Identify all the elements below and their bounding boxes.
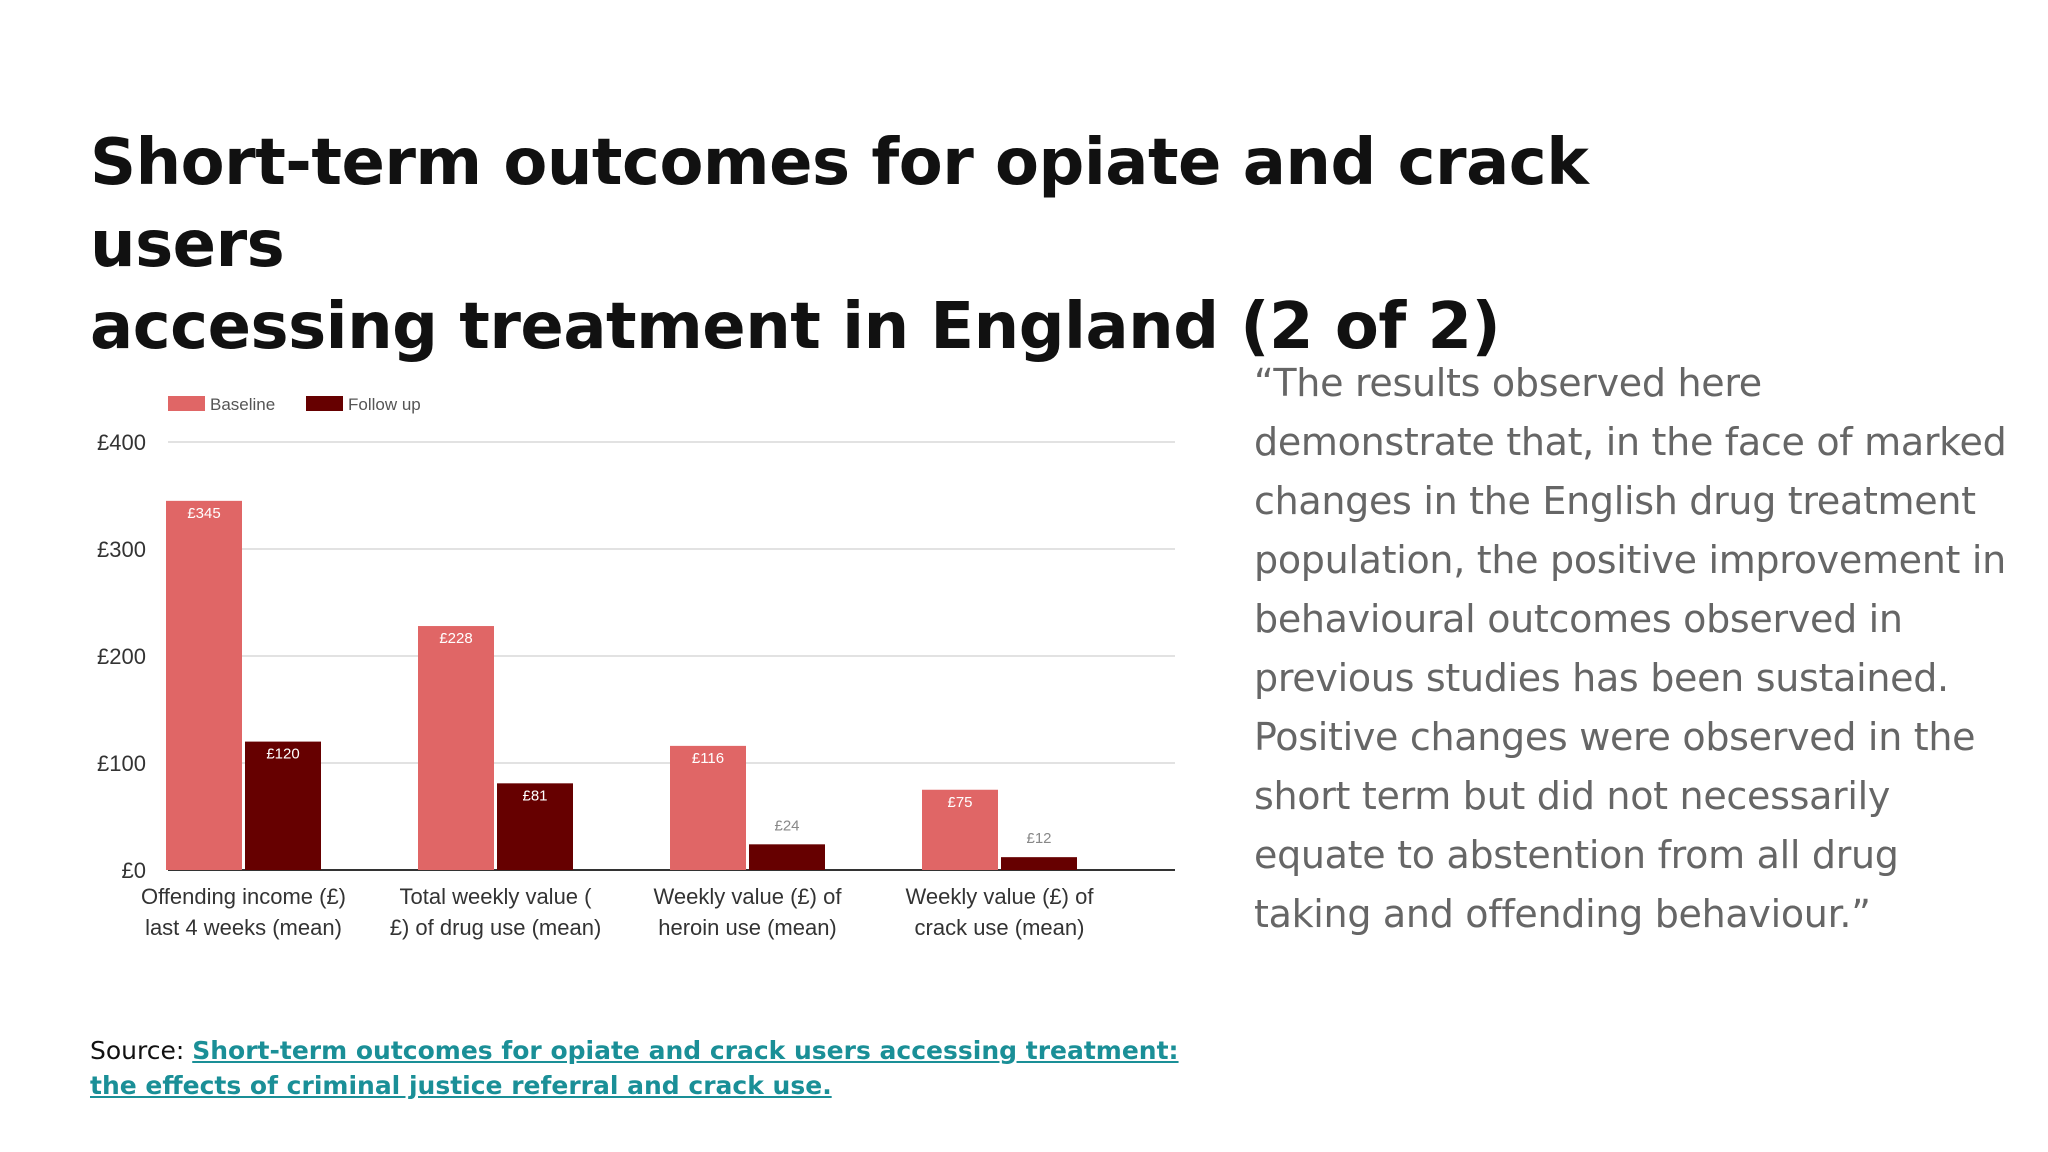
data-label: £120 [266,746,299,763]
x-tick-label-line: Total weekly value ( [400,884,593,909]
legend-swatch-follow-up [306,396,343,411]
data-label: £81 [522,787,547,804]
y-tick-label: £300 [97,537,146,562]
legend-swatch-baseline [168,396,205,411]
bar-follow-up [245,741,321,870]
bar-follow-up [749,844,825,870]
x-tick-label: Weekly value (£) of heroin use (mean) [654,884,843,940]
data-label: £75 [947,794,972,811]
x-tick-label-line: Weekly value (£) of [906,884,1095,909]
slide-title: Short-term outcomes for opiate and crack… [90,122,1790,368]
quote-text: “The results observed here demonstrate t… [1254,361,2007,936]
slide-title-line-1: Short-term outcomes for opiate and crack… [90,126,1589,282]
source-citation: Source: Short-term outcomes for opiate a… [90,1033,1190,1103]
x-tick-label-line: crack use (mean) [915,915,1085,940]
x-tick-label-line: last 4 weeks (mean) [145,915,342,940]
y-tick-label: £200 [97,644,146,669]
bar-baseline [670,745,746,870]
y-tick-label: £0 [122,858,146,883]
bar-chart: £0 £100 £200 £300 £400 Offending income (£) la… [97,395,1175,940]
data-label: £228 [439,630,472,647]
data-label: £345 [187,505,220,522]
data-label: £116 [692,750,724,767]
data-label: £24 [774,817,799,834]
y-tick-label: £400 [97,430,146,455]
legend-label: Follow up [348,395,421,414]
source-label: Source: [90,1036,193,1065]
bar-baseline [922,789,998,870]
x-tick-label-line: Offending income (£) [141,884,346,909]
bar-baseline [166,500,242,870]
x-tick-label: Offending income (£) last 4 weeks (mean) [141,884,346,940]
legend-label: Baseline [210,395,275,414]
y-tick-label: £100 [97,751,146,776]
x-tick-label-line: Weekly value (£) of [654,884,843,909]
x-tick-label-line: heroin use (mean) [658,915,837,940]
bar-follow-up [497,783,573,870]
x-tick-label: Weekly value (£) of crack use (mean) [906,884,1095,940]
slide-title-line-2: accessing treatment in England (2 of 2) [90,290,1501,364]
bar-baseline [418,626,494,870]
x-tick-label: Total weekly value ( £) of drug use (mean… [390,884,602,940]
data-label: £12 [1026,830,1051,847]
source-link[interactable]: Short-term outcomes for opiate and crack… [90,1036,1179,1100]
bar-follow-up [1001,857,1077,870]
x-tick-label-line: £) of drug use (mean) [390,915,602,940]
